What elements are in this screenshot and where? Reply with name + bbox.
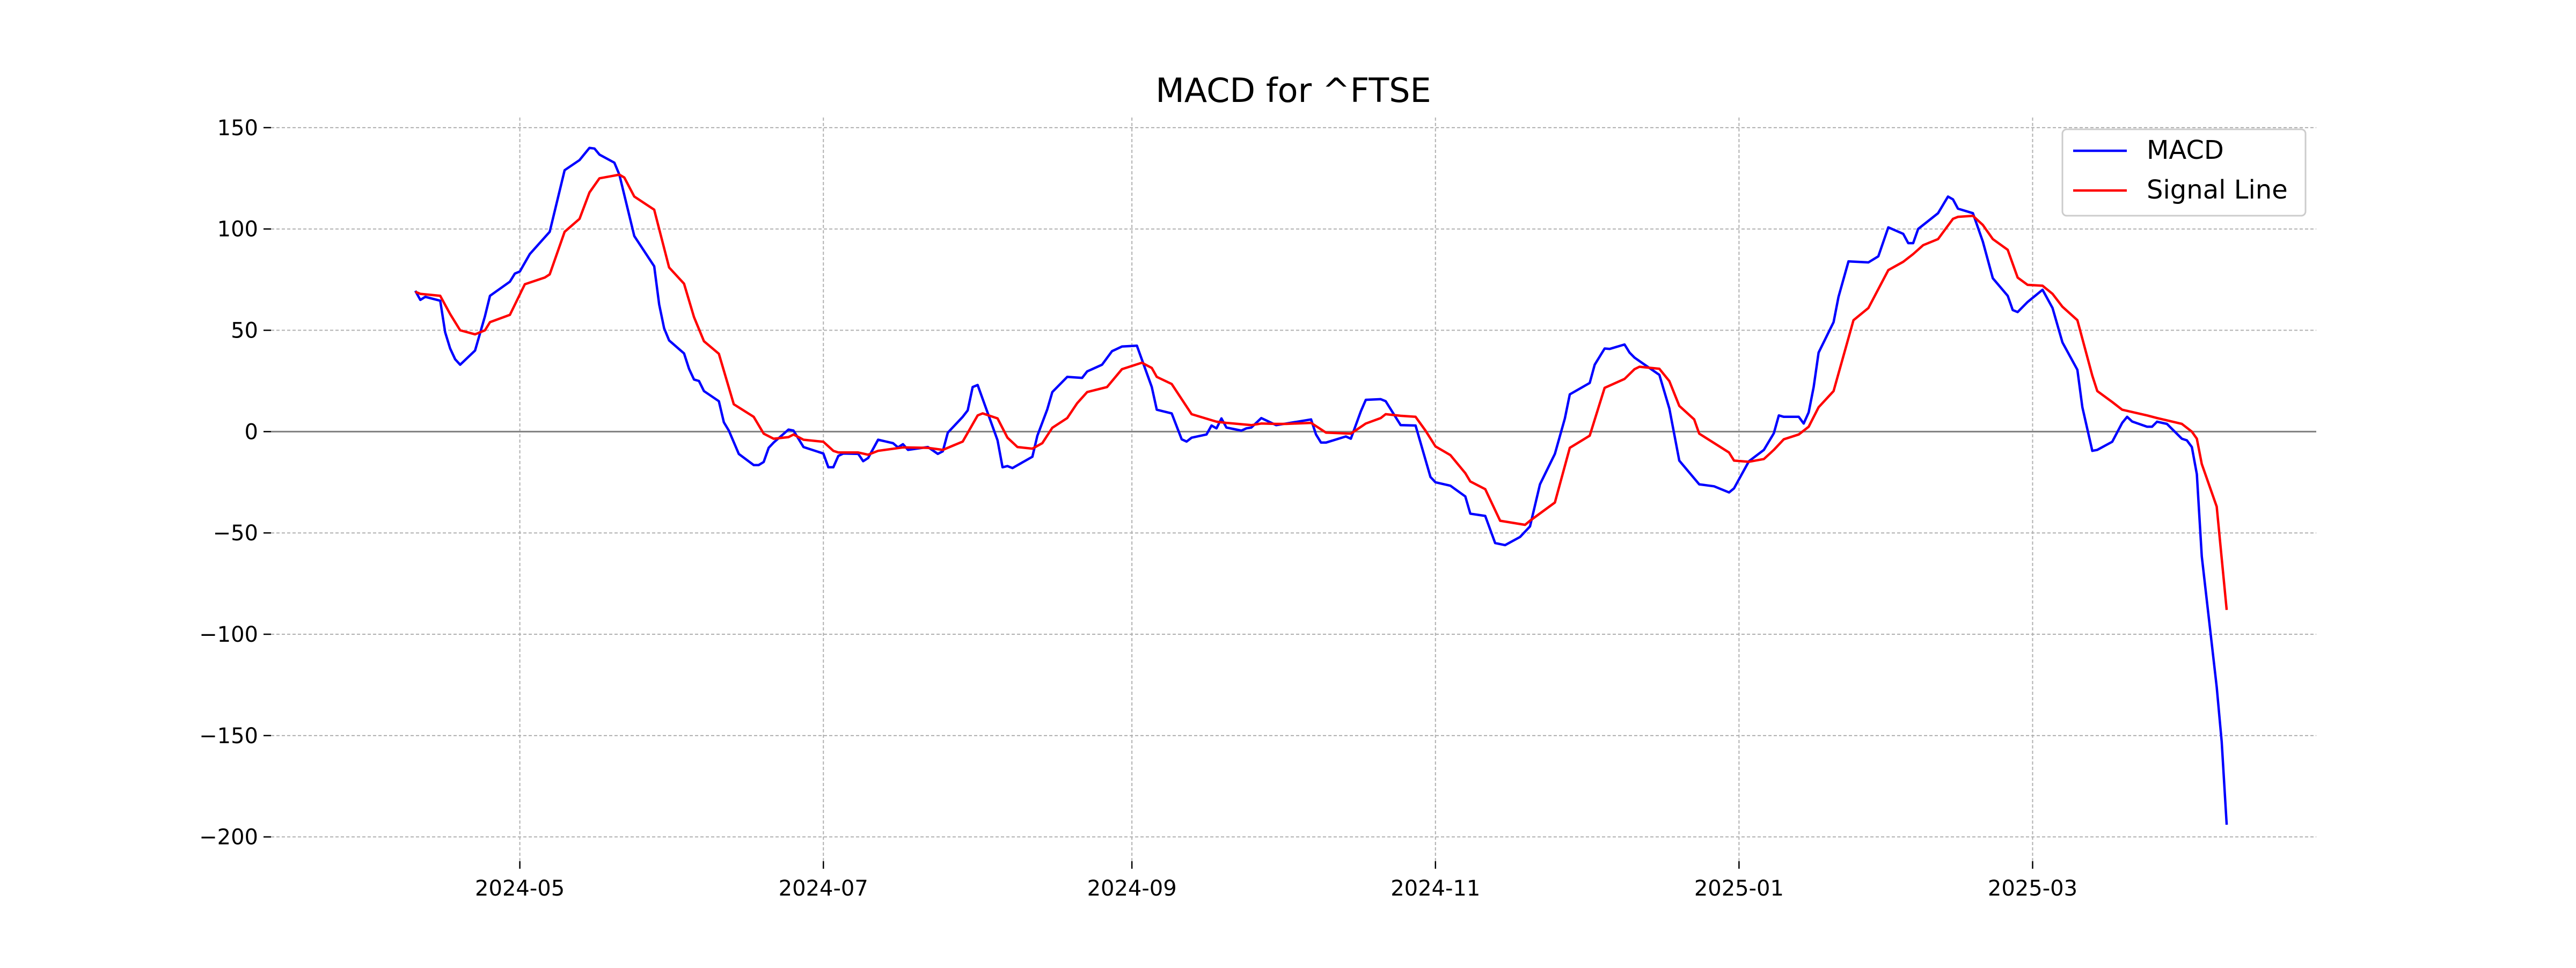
x-axis: 2024-05 2024-07 2024-09 2024-11 2025-01 2025-… (475, 861, 2077, 901)
y-tick-label: 0 (245, 420, 258, 444)
x-tick-label: 2024-07 (779, 876, 868, 901)
x-tick-label: 2024-11 (1391, 876, 1480, 901)
series-lines (414, 146, 2228, 825)
grid (271, 118, 2316, 861)
y-tick-label: −50 (213, 521, 258, 546)
y-tick-label: −200 (199, 825, 258, 850)
chart-title: MACD for ^FTSE (1155, 71, 1431, 110)
y-tick-label: 150 (217, 116, 258, 141)
legend-label-signal-line: Signal Line (2147, 175, 2288, 205)
series-line-macd (414, 146, 2228, 825)
y-axis: 150 100 50 0 −50 −100 −150 −200 (199, 116, 271, 850)
legend: MACD Signal Line (2061, 128, 2307, 217)
x-tick-label: 2024-09 (1087, 876, 1177, 901)
x-tick-label: 2024-05 (475, 876, 565, 901)
x-tick-label: 2025-03 (1988, 876, 2077, 901)
series-line-signal-line (415, 173, 2228, 610)
y-tick-label: −100 (199, 622, 258, 647)
y-tick-label: 50 (231, 319, 258, 343)
x-tick-label: 2025-01 (1694, 876, 1784, 901)
y-tick-label: −150 (199, 724, 258, 749)
y-tick-label: 100 (217, 217, 258, 242)
legend-label-macd: MACD (2147, 135, 2224, 165)
